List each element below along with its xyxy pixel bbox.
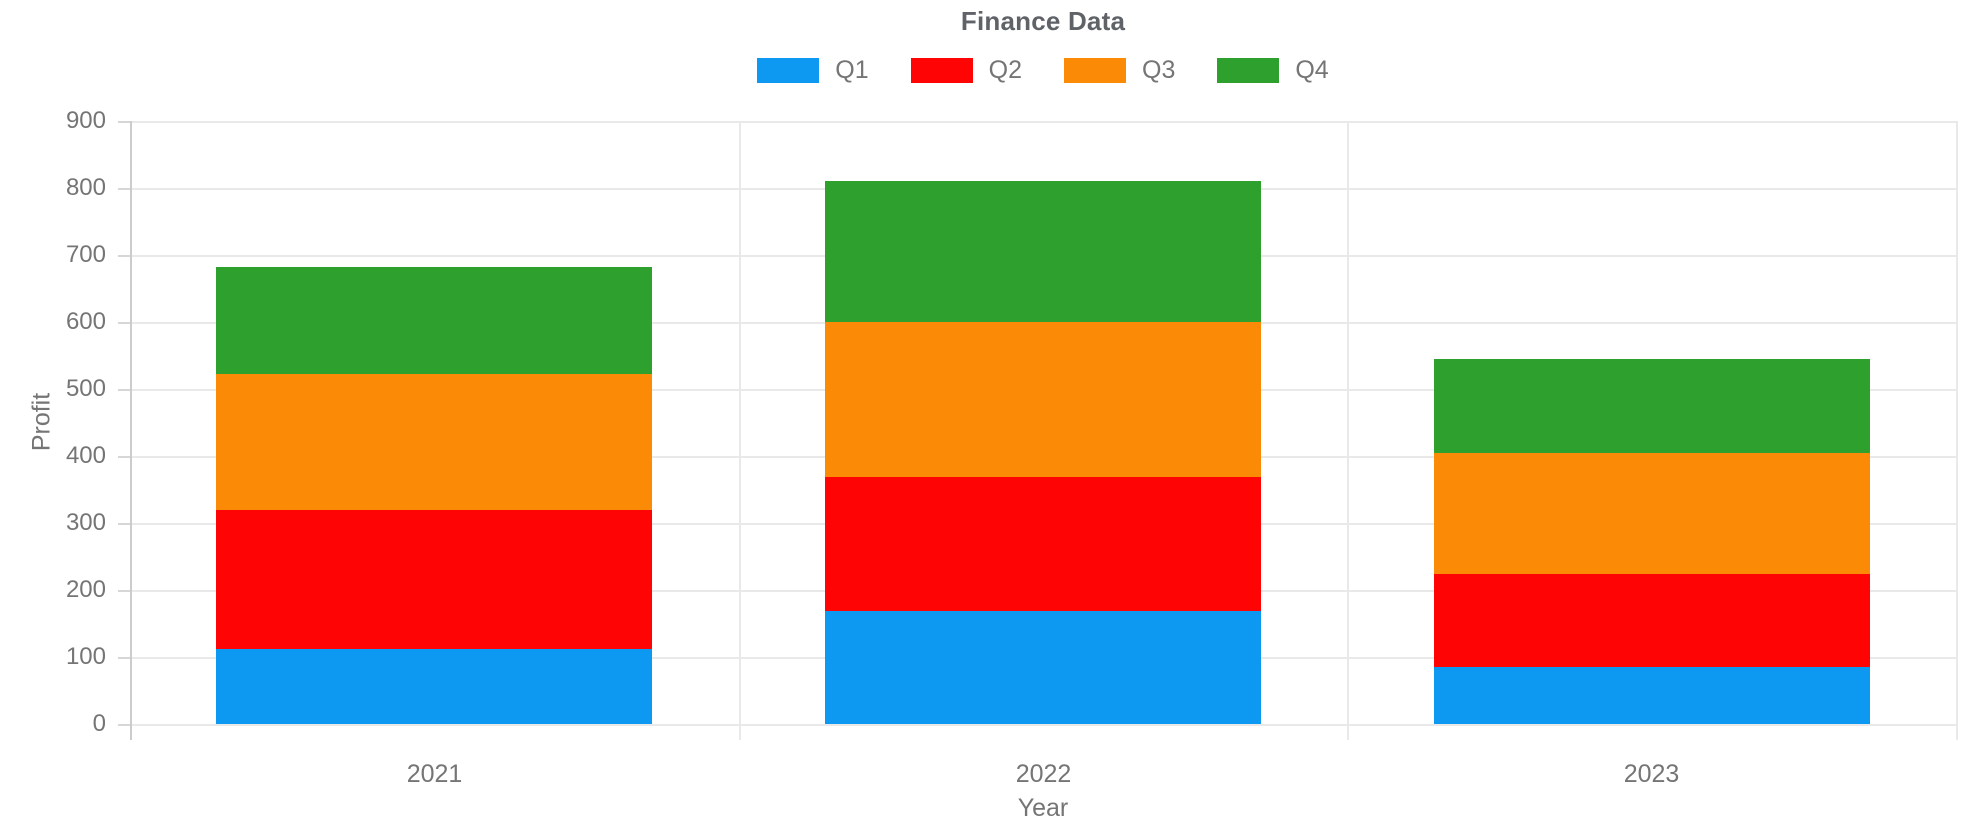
y-axis-line (130, 121, 132, 740)
bar-segment-q4-2023[interactable] (1434, 359, 1870, 453)
legend-swatch-q1 (757, 58, 820, 83)
legend-item-q3[interactable]: Q3 (1064, 56, 1175, 85)
x-gridline (739, 121, 741, 740)
legend-item-q4[interactable]: Q4 (1217, 56, 1329, 85)
y-tick (118, 523, 130, 525)
legend-swatch-q2 (910, 58, 973, 83)
bar-segment-q4-2021[interactable] (216, 267, 652, 374)
y-tick-label: 400 (65, 442, 106, 469)
y-tick-label: 900 (65, 107, 106, 134)
bar-segment-q3-2021[interactable] (216, 374, 652, 510)
x-tick-label: 2021 (406, 760, 463, 788)
x-tick-label: 2023 (1623, 760, 1680, 788)
bar-segment-q4-2022[interactable] (825, 181, 1261, 322)
legend-item-q1[interactable]: Q1 (757, 56, 869, 85)
y-tick-label: 700 (65, 241, 106, 268)
x-gridline (1956, 121, 1958, 740)
bar-segment-q2-2022[interactable] (825, 477, 1261, 611)
legend-label: Q1 (835, 56, 869, 84)
y-tick (118, 121, 130, 123)
legend: Q1 Q2 Q3 Q4 (130, 56, 1956, 85)
y-tick (118, 724, 130, 726)
legend-label: Q2 (988, 56, 1022, 84)
y-tick (118, 590, 130, 592)
y-tick (118, 389, 130, 391)
bar-segment-q1-2021[interactable] (216, 649, 652, 724)
y-tick-label: 500 (65, 375, 106, 402)
y-tick (118, 456, 130, 458)
y-gridline (130, 121, 1956, 123)
bar-segment-q3-2023[interactable] (1434, 453, 1870, 574)
y-tick (118, 657, 130, 659)
legend-swatch-q3 (1064, 58, 1126, 83)
bar-segment-q2-2021[interactable] (216, 510, 652, 649)
y-tick-label: 200 (65, 576, 106, 603)
y-tick (118, 188, 130, 190)
bar-segment-q3-2022[interactable] (825, 322, 1261, 477)
y-tick (118, 255, 130, 257)
x-gridline (1347, 121, 1349, 740)
y-tick-label: 800 (65, 174, 106, 201)
legend-label: Q3 (1142, 56, 1176, 84)
y-gridline (130, 724, 1956, 726)
x-axis-title: Year (1017, 794, 1069, 822)
bar-segment-q1-2022[interactable] (825, 611, 1261, 724)
x-tick-label: 2022 (1015, 760, 1072, 788)
legend-swatch-q4 (1217, 58, 1280, 83)
legend-label: Q4 (1295, 56, 1329, 84)
bar-segment-q2-2023[interactable] (1434, 573, 1870, 667)
y-tick-label: 300 (65, 509, 106, 536)
bar-segment-q1-2023[interactable] (1434, 667, 1870, 724)
legend-item-q2[interactable]: Q2 (910, 56, 1022, 85)
y-tick-label: 600 (65, 308, 106, 335)
y-tick (118, 322, 130, 324)
chart-title: Finance Data (960, 6, 1126, 36)
y-tick-label: 100 (65, 643, 106, 670)
y-tick-label: 0 (92, 710, 106, 737)
